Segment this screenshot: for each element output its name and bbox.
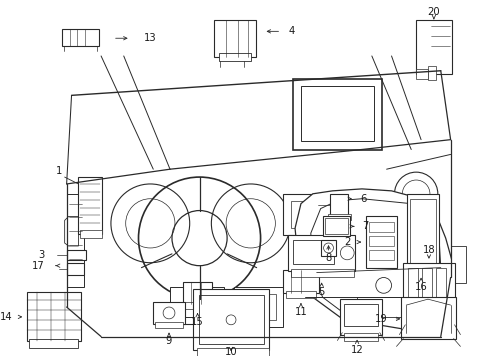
Bar xyxy=(27,292,81,342)
Bar xyxy=(288,235,355,271)
Bar xyxy=(407,194,439,273)
Bar xyxy=(291,269,354,276)
Bar xyxy=(155,322,183,328)
Bar xyxy=(153,302,185,324)
Bar xyxy=(29,338,78,348)
Bar xyxy=(183,283,212,304)
Bar xyxy=(67,263,84,275)
Bar xyxy=(241,294,276,320)
Bar xyxy=(320,240,337,256)
Bar xyxy=(401,297,456,338)
Text: 8: 8 xyxy=(325,253,332,263)
Bar xyxy=(416,19,452,74)
Bar xyxy=(405,315,453,325)
Polygon shape xyxy=(295,189,453,329)
Bar xyxy=(234,287,283,327)
Text: 11: 11 xyxy=(294,307,307,317)
Text: 10: 10 xyxy=(225,347,237,357)
Bar xyxy=(428,66,436,80)
Bar xyxy=(369,222,394,232)
Bar xyxy=(327,213,351,220)
Bar xyxy=(283,194,377,235)
Bar xyxy=(416,69,428,78)
Bar xyxy=(67,250,86,260)
Bar xyxy=(422,267,432,309)
Text: 14: 14 xyxy=(0,312,12,322)
Bar xyxy=(451,246,466,283)
Text: 9: 9 xyxy=(166,337,172,346)
Text: 2: 2 xyxy=(344,237,350,247)
Bar xyxy=(408,267,418,309)
Text: 20: 20 xyxy=(428,6,440,17)
Text: 3: 3 xyxy=(39,250,45,260)
Text: 18: 18 xyxy=(423,245,435,255)
Bar xyxy=(330,194,348,216)
Bar xyxy=(344,333,378,341)
Bar xyxy=(293,240,335,264)
Text: 7: 7 xyxy=(362,221,368,231)
Bar xyxy=(301,86,374,141)
Bar xyxy=(436,267,446,309)
Bar xyxy=(78,177,102,234)
Polygon shape xyxy=(311,199,441,312)
Bar xyxy=(286,291,316,298)
Bar xyxy=(301,246,318,283)
Bar xyxy=(198,295,264,345)
Bar xyxy=(369,236,394,246)
Bar xyxy=(409,271,439,279)
Bar xyxy=(410,199,436,264)
Bar xyxy=(170,287,224,317)
Bar xyxy=(283,270,318,293)
Bar xyxy=(324,219,348,234)
Text: 16: 16 xyxy=(415,282,427,292)
Bar xyxy=(80,230,102,238)
Bar xyxy=(322,216,350,236)
Bar xyxy=(180,292,219,324)
Bar xyxy=(219,53,251,61)
Bar xyxy=(193,289,270,350)
Bar xyxy=(67,194,84,287)
Bar xyxy=(185,302,210,309)
Bar xyxy=(293,78,382,149)
Text: 6: 6 xyxy=(360,194,367,204)
Text: 13: 13 xyxy=(144,33,156,43)
Bar xyxy=(62,30,99,46)
Bar xyxy=(369,250,394,260)
Bar xyxy=(357,297,411,317)
Text: 4: 4 xyxy=(288,26,294,36)
Bar xyxy=(214,19,256,57)
Text: 12: 12 xyxy=(351,345,364,355)
Text: 15: 15 xyxy=(191,317,204,327)
Bar xyxy=(403,263,455,317)
Text: 17: 17 xyxy=(32,261,45,271)
Bar xyxy=(344,304,378,326)
Bar xyxy=(291,201,350,228)
Text: 19: 19 xyxy=(375,314,388,324)
Bar xyxy=(341,299,382,334)
Bar xyxy=(366,216,397,267)
Bar xyxy=(196,348,270,356)
Text: 5: 5 xyxy=(318,287,325,297)
Text: 1: 1 xyxy=(55,166,62,176)
